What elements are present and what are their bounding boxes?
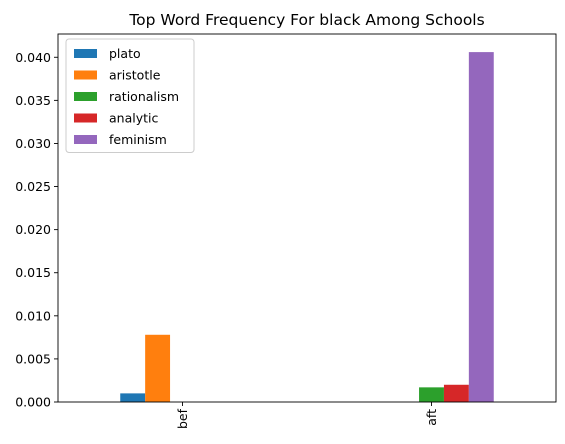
y-tick-label: 0.010 (15, 308, 51, 323)
chart-title: Top Word Frequency For black Among Schoo… (128, 11, 484, 29)
legend-swatch-aristotle (74, 70, 97, 80)
y-tick-label: 0.015 (15, 265, 51, 280)
plot-frame (57, 33, 557, 403)
y-tick-label: 0.030 (15, 136, 51, 151)
legend-swatch-analytic (74, 113, 97, 123)
legend: plato aristotle rationalism analytic feminis… (65, 38, 195, 153)
y-tick-label: 0.020 (15, 222, 51, 237)
legend-label-feminism: feminism (109, 132, 167, 147)
x-tick-label-bef: bef (175, 408, 190, 429)
y-tick-label: 0.025 (15, 179, 51, 194)
legend-label-aristotle: aristotle (109, 68, 161, 83)
legend-label-rationalism: rationalism (109, 89, 179, 104)
x-tick-label-aft: aft (424, 409, 439, 426)
legend-label-analytic: analytic (109, 111, 158, 126)
bar-aristotle-bef (145, 334, 171, 402)
y-axis: 0.000 0.005 0.010 0.015 0.020 0.025 0.030 0.035… (15, 50, 58, 410)
y-tick-label: 0.005 (15, 351, 51, 366)
legend-swatch-rationalism (74, 92, 97, 101)
legend-label-plato: plato (109, 46, 141, 61)
bars-layer (120, 52, 494, 403)
bar-rationalism-aft (419, 387, 444, 402)
legend-swatch-plato (74, 49, 97, 58)
bar-plato-bef (120, 393, 146, 402)
bar-analytic-aft (443, 384, 469, 402)
y-tick-label: 0.040 (15, 50, 51, 65)
legend-box (65, 38, 195, 153)
bar-feminism-aft (468, 52, 494, 403)
x-axis: bef aft (175, 402, 439, 429)
y-tick-label: 0.035 (15, 93, 51, 108)
legend-swatch-feminism (74, 135, 97, 144)
y-tick-label: 0.000 (15, 395, 51, 410)
